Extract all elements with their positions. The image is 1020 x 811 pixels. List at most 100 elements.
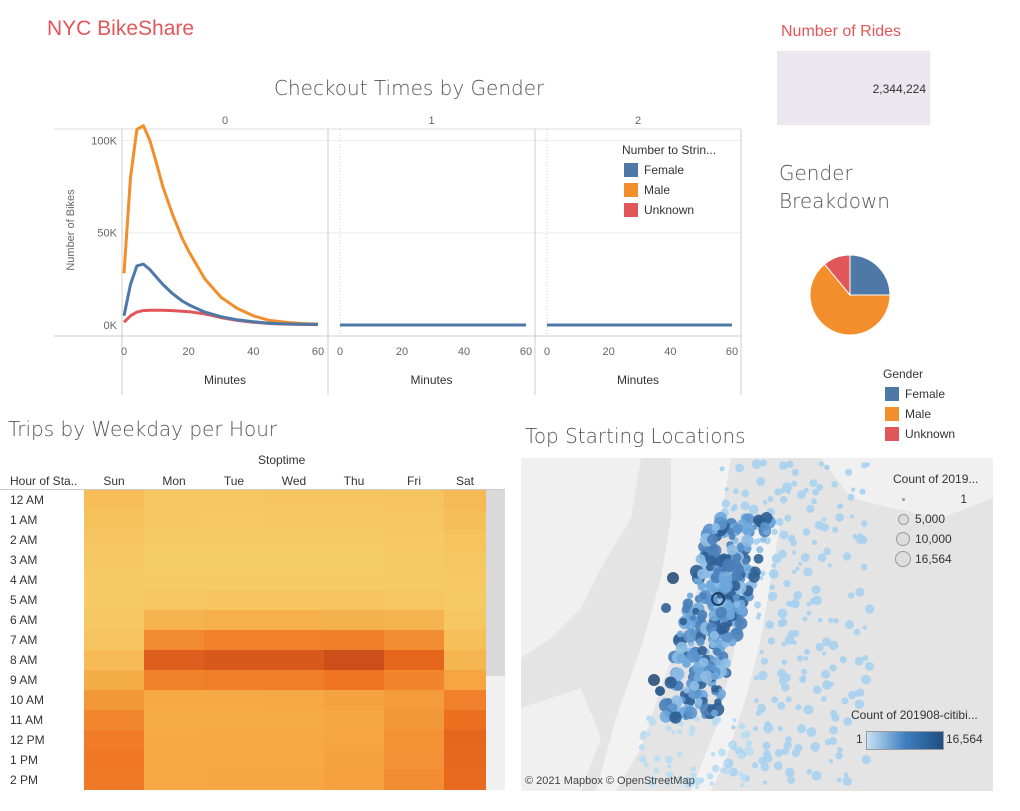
hour-header[interactable]: Hour of Sta.. xyxy=(10,474,78,488)
hour-label: 5 AM xyxy=(10,593,37,607)
x-axis-title: Minutes xyxy=(617,373,659,387)
heatmap-cell xyxy=(264,730,324,750)
heatmap-cell xyxy=(264,690,324,710)
legend-swatch xyxy=(624,163,638,177)
station-point xyxy=(776,668,787,679)
day-header: Mon xyxy=(162,474,185,488)
station-point xyxy=(796,655,804,662)
legend-item-unknown[interactable]: Unknown xyxy=(624,200,694,220)
station-point xyxy=(733,600,740,608)
gender-legend-unknown[interactable]: Unknown xyxy=(885,424,955,444)
station-point xyxy=(769,584,775,590)
heatmap-scrollbar[interactable] xyxy=(486,490,505,790)
station-point xyxy=(737,751,745,760)
gender-legend-female[interactable]: Female xyxy=(885,384,955,404)
station-point xyxy=(865,462,871,467)
checkout-chart[interactable]: 0 Minutes 1 Minutes 2 Minutes 100K 50K 0K Number … xyxy=(0,100,760,400)
station-point xyxy=(850,487,856,492)
gender-legend-male[interactable]: Male xyxy=(885,404,955,424)
heatmap-cell xyxy=(324,510,384,530)
heatmap-cell xyxy=(444,590,486,610)
heatmap-cell xyxy=(444,530,486,550)
station-point xyxy=(735,745,740,751)
station-point xyxy=(653,767,660,774)
station-point xyxy=(816,484,824,492)
station-point xyxy=(648,778,657,787)
station-point xyxy=(697,568,708,580)
heatmap-cell xyxy=(444,770,486,790)
station-point xyxy=(778,461,788,470)
station-point xyxy=(752,726,758,732)
station-point xyxy=(721,499,730,508)
hour-label: 3 AM xyxy=(10,553,37,567)
station-point xyxy=(756,477,766,486)
station-point xyxy=(853,628,861,636)
map-attribution[interactable]: © 2021 Mapbox © OpenStreetMap xyxy=(525,775,695,787)
header-divider xyxy=(0,489,505,490)
station-point xyxy=(748,571,760,583)
gender-title-line2: Breakdown xyxy=(779,189,890,213)
station-point xyxy=(839,655,847,664)
locations-map[interactable]: © 2021 Mapbox © OpenStreetMap xyxy=(521,458,993,791)
heatmap-cell xyxy=(204,510,264,530)
heatmap-cell xyxy=(84,730,144,750)
station-point xyxy=(836,777,842,783)
heatmap-cell xyxy=(204,750,264,770)
station-point xyxy=(697,609,708,621)
station-point xyxy=(812,595,823,606)
heatmap-cell xyxy=(384,650,444,670)
station-point xyxy=(740,501,750,511)
hour-label: 2 PM xyxy=(10,773,38,787)
legend-label: Female xyxy=(905,387,946,401)
station-point xyxy=(821,696,827,702)
station-point xyxy=(654,755,661,762)
station-point xyxy=(683,686,690,694)
station-point xyxy=(845,620,854,630)
x-tick-label: 60 xyxy=(520,346,532,358)
station-point xyxy=(705,563,714,572)
station-point xyxy=(655,686,665,696)
station-point xyxy=(709,781,714,786)
rides-card: 2,344,224 xyxy=(777,51,930,125)
gender-legend-title: Gender xyxy=(883,367,924,381)
size-legend-item: 16,564 xyxy=(895,549,967,569)
station-point xyxy=(861,520,868,527)
station-point xyxy=(732,553,742,563)
y-tick-label: 0K xyxy=(104,320,118,332)
gender-legend: Female Male Unknown xyxy=(885,384,955,444)
station-point xyxy=(783,741,792,750)
station-point xyxy=(694,716,700,722)
heatmap-cell xyxy=(204,690,264,710)
station-point xyxy=(676,630,684,638)
station-point xyxy=(713,715,722,724)
heatmap-scrollbar-thumb[interactable] xyxy=(486,490,505,676)
x-tick-label: 0 xyxy=(337,346,343,358)
station-point xyxy=(829,664,837,672)
station-point xyxy=(864,604,875,614)
legend-item-male[interactable]: Male xyxy=(624,180,694,200)
trips-heatmap[interactable]: Sun Mon Tue Wed Thu Fri Sat 12 AM 1 AM 2 AM 3 AM 4 … xyxy=(0,466,505,791)
station-point xyxy=(771,696,778,704)
station-point xyxy=(732,718,737,723)
day-header: Sat xyxy=(456,474,475,488)
heatmap-cell xyxy=(264,550,324,570)
heatmap-cell xyxy=(204,490,264,510)
station-point xyxy=(822,637,832,647)
station-point xyxy=(732,523,743,534)
heatmap-cell xyxy=(444,690,486,710)
heatmap-cell xyxy=(84,690,144,710)
legend-item-female[interactable]: Female xyxy=(624,160,694,180)
gender-pie[interactable] xyxy=(805,250,905,350)
station-point xyxy=(711,764,720,773)
station-point xyxy=(698,777,705,784)
map-water-sw xyxy=(521,688,601,791)
x-tick-label: 60 xyxy=(312,346,324,358)
size-legend-label: 16,564 xyxy=(915,552,952,566)
heatmap-cell xyxy=(264,570,324,590)
map-water-ne xyxy=(821,458,993,518)
station-point xyxy=(791,569,797,575)
station-point xyxy=(803,487,809,493)
color-legend-gradient xyxy=(866,731,944,750)
station-point xyxy=(821,517,827,522)
heatmap-cell xyxy=(444,670,486,690)
